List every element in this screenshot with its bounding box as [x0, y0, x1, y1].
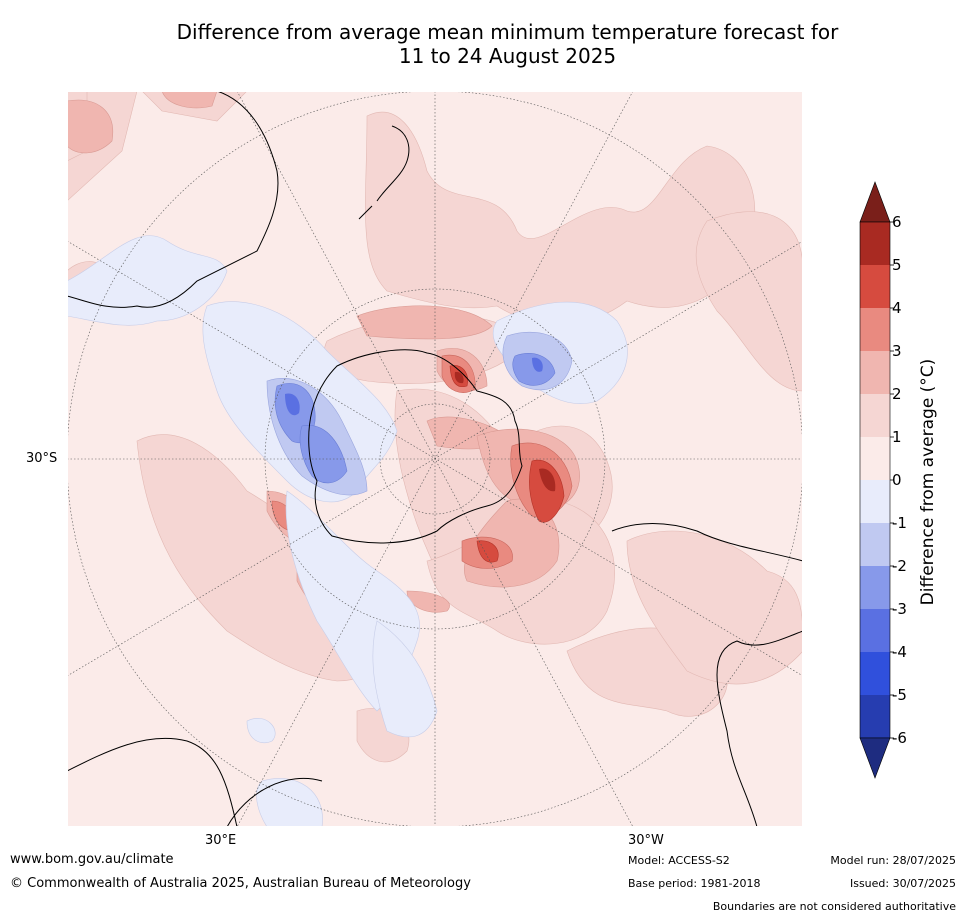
graticule: [67, 91, 803, 827]
footer-issued: Issued: 30/07/2025: [849, 877, 956, 890]
lon-label-30e: 30°E: [205, 833, 237, 848]
footer-copyright: © Commonwealth of Australia 2025, Austra…: [10, 876, 471, 891]
colorbar-segment: [860, 609, 890, 652]
colorbar-segment: [860, 308, 890, 351]
footer-url: www.bom.gov.au/climate: [10, 852, 174, 867]
lat-label-30s: 30°S: [26, 451, 58, 466]
colorbar-segment: [860, 394, 890, 437]
colorbar: [859, 181, 894, 779]
footer-model-run: Model run: 28/07/2025: [830, 854, 956, 867]
new-zealand-coast: [358, 125, 410, 220]
colorbar-tick-label: 6: [892, 213, 902, 231]
footer-model: Model: ACCESS-S2: [628, 854, 730, 867]
south-america-coast: [611, 523, 803, 827]
footer-boundaries: Boundaries are not considered authoritat…: [712, 900, 956, 913]
map-panel: [67, 91, 803, 827]
colorbar-tick-label: 4: [892, 299, 902, 317]
colorbar-extend-min: [859, 737, 891, 779]
colorbar-label: Difference from average (°C): [918, 358, 938, 606]
colorbar-tick-label: -6: [892, 729, 907, 747]
colorbar-segment: [860, 566, 890, 609]
lon-label-30w: 30°W: [628, 833, 664, 848]
colorbar-segment: [860, 523, 890, 566]
colorbar-tick-label: -2: [892, 557, 907, 575]
colorbar-extend-max: [859, 181, 891, 223]
colorbar-tick-label: -5: [892, 686, 907, 704]
colorbar-segment: [860, 437, 890, 480]
colorbar-tick-label: -1: [892, 514, 907, 532]
colorbar-tick-label: 3: [892, 342, 902, 360]
colorbar-segment: [860, 351, 890, 394]
colorbar-segment: [860, 652, 890, 695]
anomaly-4-5-regions: [449, 365, 565, 563]
colorbar-tick-label: 2: [892, 385, 902, 403]
anomaly-5-6-regions: [454, 371, 556, 492]
chart-title: Difference from average mean minimum tem…: [0, 20, 965, 68]
coastlines: [67, 91, 803, 827]
map-border: [67, 91, 803, 827]
chart-title-line1: Difference from average mean minimum tem…: [176, 20, 839, 44]
map-svg: [67, 91, 803, 827]
colorbar-segment: [860, 695, 890, 738]
colorbar-tick-label: 0: [892, 471, 902, 489]
colorbar-segment: [860, 480, 890, 523]
footer-base-period: Base period: 1981-2018: [628, 877, 761, 890]
australia-coast: [67, 91, 279, 308]
colorbar-segment: [860, 265, 890, 308]
colorbar-tick-label: -4: [892, 643, 907, 661]
antarctica-coast: [308, 349, 523, 544]
colorbar-tick-label: -3: [892, 600, 907, 618]
colorbar-tick-label: 1: [892, 428, 902, 446]
africa-coast: [67, 737, 323, 827]
chart-title-line2: 11 to 24 August 2025: [398, 44, 617, 68]
colorbar-tick-label: 5: [892, 256, 902, 274]
colorbar-segment: [860, 222, 890, 265]
anomaly-neg4-neg3-regions: [285, 357, 543, 416]
